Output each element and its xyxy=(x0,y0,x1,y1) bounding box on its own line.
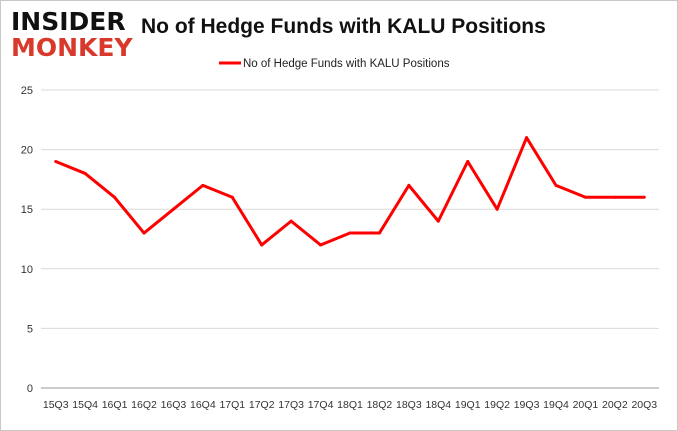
data-point xyxy=(142,231,146,235)
x-tick-label: 16Q1 xyxy=(102,399,128,411)
data-point xyxy=(289,219,293,223)
x-tick-label: 17Q1 xyxy=(219,399,245,411)
data-point xyxy=(113,195,117,199)
data-point xyxy=(377,231,381,235)
legend: No of Hedge Funds with KALU Positions xyxy=(219,58,450,70)
data-point xyxy=(83,171,87,175)
x-tick-label: 16Q2 xyxy=(131,399,157,411)
data-point xyxy=(260,243,264,247)
y-tick-label: 0 xyxy=(27,383,33,395)
y-tick-label: 5 xyxy=(27,323,33,335)
x-tick-label: 15Q3 xyxy=(43,399,69,411)
data-point xyxy=(466,160,470,164)
data-point xyxy=(613,195,617,199)
y-tick-label: 15 xyxy=(21,204,33,216)
x-tick-label: 19Q2 xyxy=(484,399,510,411)
x-tick-label: 19Q1 xyxy=(455,399,481,411)
x-tick-label: 18Q1 xyxy=(337,399,363,411)
data-point xyxy=(54,160,58,164)
y-tick-label: 25 xyxy=(21,85,33,97)
y-tick-label: 20 xyxy=(21,145,33,157)
data-point xyxy=(319,243,323,247)
logo-line1: INSIDER xyxy=(11,7,126,36)
data-point xyxy=(436,219,440,223)
x-tick-label: 20Q1 xyxy=(573,399,599,411)
x-tick-label: 20Q3 xyxy=(631,399,657,411)
x-tick-label: 16Q3 xyxy=(161,399,187,411)
x-tick-label: 15Q4 xyxy=(72,399,98,411)
x-tick-label: 17Q3 xyxy=(278,399,304,411)
legend-label: No of Hedge Funds with KALU Positions xyxy=(243,58,450,70)
x-tick-label: 19Q4 xyxy=(543,399,569,411)
x-tick-label: 17Q2 xyxy=(249,399,275,411)
data-point xyxy=(348,231,352,235)
data-point xyxy=(525,136,529,140)
x-tick-label: 18Q3 xyxy=(396,399,422,411)
insider-monkey-logo: INSIDER MONKEY xyxy=(11,9,133,61)
x-tick-label: 19Q3 xyxy=(514,399,540,411)
data-point xyxy=(554,183,558,187)
y-tick-label: 10 xyxy=(21,264,33,276)
data-point xyxy=(201,183,205,187)
data-point xyxy=(407,183,411,187)
data-point xyxy=(230,195,234,199)
data-point xyxy=(583,195,587,199)
chart-title: No of Hedge Funds with KALU Positions xyxy=(141,15,546,38)
logo-line2: MONKEY xyxy=(11,33,133,62)
x-tick-label: 18Q4 xyxy=(425,399,451,411)
x-tick-label: 20Q2 xyxy=(602,399,628,411)
data-point xyxy=(171,207,175,211)
x-tick-label: 18Q2 xyxy=(367,399,393,411)
data-point xyxy=(495,207,499,211)
series-line xyxy=(55,136,645,247)
data-point xyxy=(642,195,646,199)
x-tick-label: 16Q4 xyxy=(190,399,216,411)
x-tick-label: 17Q4 xyxy=(308,399,334,411)
